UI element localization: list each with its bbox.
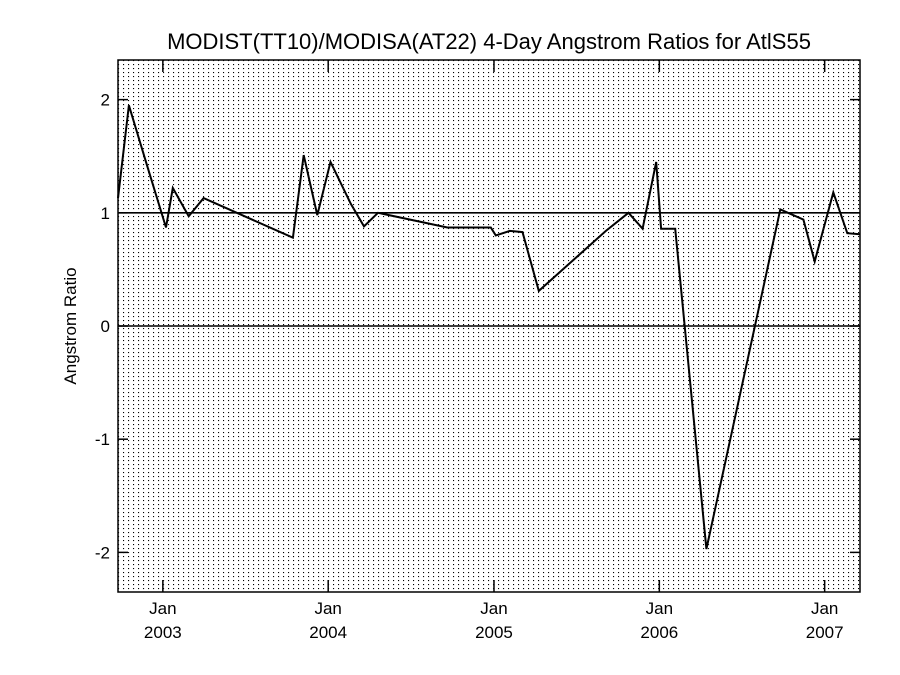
x-tick-month-label: Jan	[811, 599, 838, 618]
y-axis-label: Angstrom Ratio	[61, 267, 80, 384]
x-tick-year-label: 2006	[640, 623, 678, 642]
x-tick-year-label: 2004	[309, 623, 347, 642]
plot-frame	[117, 59, 861, 593]
x-tick-month-label: Jan	[149, 599, 176, 618]
x-tick-year-label: 2003	[144, 623, 182, 642]
reference-lines	[118, 212, 860, 327]
x-tick-year-label: 2007	[806, 623, 844, 642]
y-tick-label: 2	[101, 91, 110, 110]
x-tick-month-label: Jan	[646, 599, 673, 618]
series-line	[117, 105, 861, 550]
x-tick-month-label: Jan	[480, 599, 507, 618]
y-tick-label: -1	[95, 430, 110, 449]
x-axis: Jan 2003 Jan 2004 Jan 2005 Jan 2006 Jan 2007	[144, 60, 844, 642]
y-tick-label: 1	[101, 204, 110, 223]
y-axis: -2 -1 0 1 2	[95, 91, 860, 562]
y-tick-label: -2	[95, 543, 110, 562]
x-tick-year-label: 2005	[475, 623, 513, 642]
chart-title: MODIST(TT10)/MODISA(AT22) 4-Day Angstrom…	[167, 29, 811, 54]
x-tick-month-label: Jan	[314, 599, 341, 618]
y-tick-label: 0	[101, 317, 110, 336]
